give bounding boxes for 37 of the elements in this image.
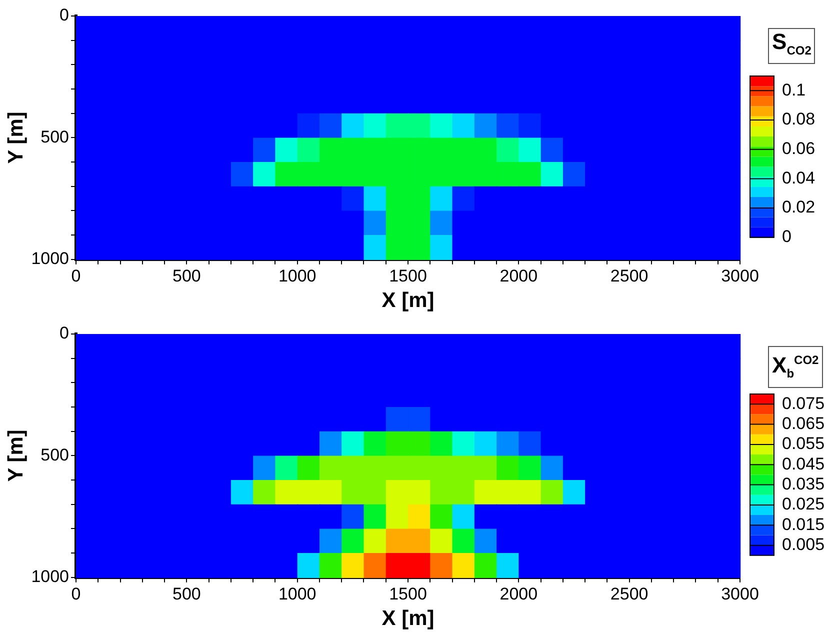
x-tick-label: 1000 (278, 266, 316, 286)
color-bar-label: 0.04 (782, 168, 816, 188)
y-tick-label: 500 (40, 127, 70, 146)
color-bar-label: 0.045 (782, 454, 825, 474)
x-axis-title: X [m] (382, 289, 434, 312)
color-bar-label: 0.005 (782, 535, 825, 554)
x-tick-label: 2000 (500, 584, 538, 604)
y-tick-label: 1000 (31, 567, 70, 586)
color-bar-label: 0.02 (782, 198, 816, 217)
color-bar-label: 0.08 (782, 110, 816, 129)
color-bar-title: S$_{CO2}$ (768, 28, 816, 64)
x-tick-label: 3000 (721, 266, 759, 286)
x-tick-label: 500 (172, 266, 201, 286)
x-tick-label: 3000 (721, 584, 759, 604)
color-bar-label: 0 (782, 227, 792, 246)
x-tick-label: 1000 (278, 584, 316, 604)
color-bar-label: 0.055 (782, 434, 825, 454)
color-bar-label: 0.025 (782, 494, 825, 514)
y-tick-label: 0 (60, 324, 70, 343)
y-tick-label: 500 (40, 445, 70, 464)
color-bar-label: 0.035 (782, 474, 825, 494)
x-tick-label: 1500 (389, 584, 427, 604)
x-tick-label: 2500 (610, 266, 648, 286)
y-tick-label: 1000 (31, 249, 70, 268)
x-tick-label: 2500 (610, 584, 648, 604)
color-bar-label: 0.1 (782, 80, 806, 100)
color-bar-label: 0.06 (782, 139, 816, 158)
color-bar-label: 0.075 (782, 394, 825, 413)
y-tick-label: 0 (60, 6, 70, 25)
x-tick-label: 500 (172, 584, 201, 604)
x-axis-title: X [m] (382, 607, 434, 630)
x-tick-label: 2000 (500, 266, 538, 286)
color-bar-label: 0.065 (782, 414, 825, 433)
x-tick-label: 1500 (389, 266, 427, 286)
y-axis-title: Y [m] (4, 430, 28, 482)
color-bar-label: 0.015 (782, 514, 825, 534)
y-axis-title: Y [m] (4, 112, 28, 164)
